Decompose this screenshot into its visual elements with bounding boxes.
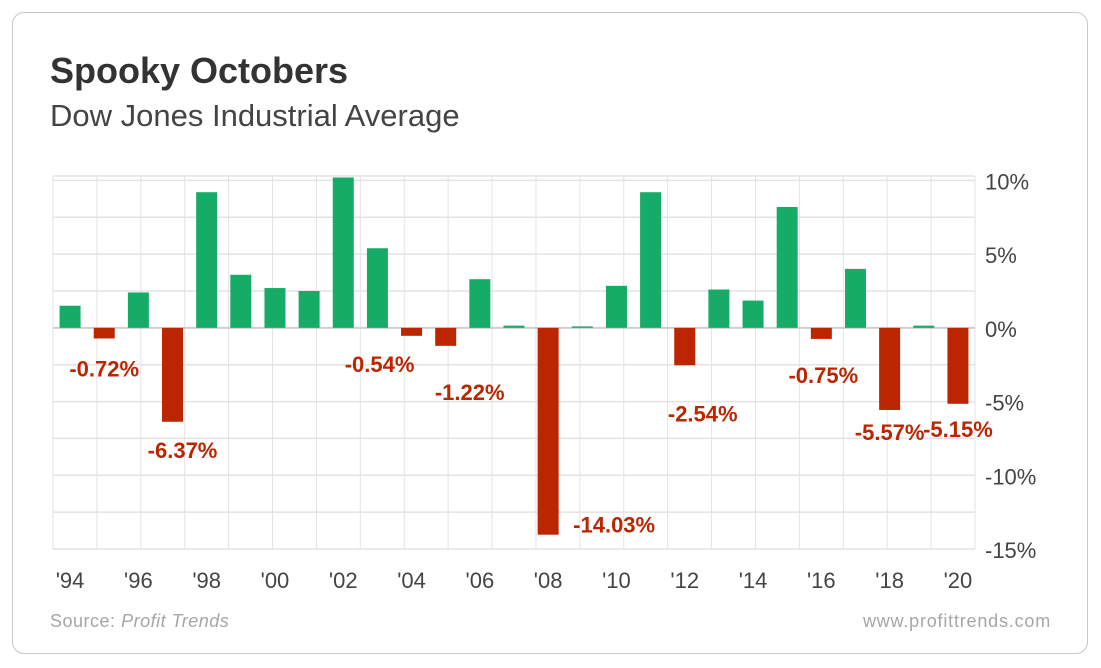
bar-06 <box>469 279 491 328</box>
y-tick-label: 10% <box>985 169 1029 194</box>
y-tick-label: 0% <box>985 317 1017 342</box>
source-label: Source: <box>50 611 116 631</box>
bar-95 <box>93 327 115 339</box>
data-label: -1.22% <box>435 380 505 405</box>
bar-98 <box>196 192 218 328</box>
bar-11 <box>640 192 662 328</box>
bar-01 <box>298 290 320 328</box>
bar-18 <box>879 327 901 410</box>
source-name: Profit Trends <box>121 611 230 631</box>
bar-96 <box>127 292 149 328</box>
x-tick-label: '08 <box>534 568 563 593</box>
bar-15 <box>776 206 798 328</box>
bar-12 <box>674 327 696 366</box>
x-tick-label: '20 <box>944 568 973 593</box>
y-tick-label: -10% <box>985 464 1036 489</box>
bar-04 <box>401 327 423 336</box>
data-label: -5.57% <box>855 420 925 445</box>
bar-00 <box>264 288 286 328</box>
y-tick-label: -15% <box>985 538 1036 563</box>
bar-99 <box>230 274 252 328</box>
data-label: -14.03% <box>573 513 655 538</box>
data-label: -0.54% <box>345 352 415 377</box>
bar-10 <box>605 285 627 328</box>
bar-97 <box>162 327 184 422</box>
x-tick-label: '98 <box>192 568 221 593</box>
bar-09 <box>571 326 593 328</box>
x-tick-label: '18 <box>875 568 904 593</box>
data-label: -0.72% <box>69 356 139 381</box>
data-label: -2.54% <box>668 401 738 426</box>
bar-94 <box>59 305 81 328</box>
chart-subtitle: Dow Jones Industrial Average <box>50 98 460 133</box>
x-tick-label: '02 <box>329 568 358 593</box>
data-label: -5.15% <box>923 417 993 442</box>
website-link[interactable]: www.profittrends.com <box>862 611 1051 631</box>
bar-05 <box>435 327 457 346</box>
bar-08 <box>537 327 559 535</box>
bar-02 <box>332 177 354 328</box>
x-tick-label: '94 <box>56 568 85 593</box>
x-tick-label: '14 <box>739 568 768 593</box>
chart-card <box>12 12 1088 654</box>
bar-07 <box>503 325 525 328</box>
x-tick-label: '00 <box>261 568 290 593</box>
bar-17 <box>844 268 866 328</box>
data-label: -0.75% <box>788 363 858 388</box>
y-tick-label: 5% <box>985 243 1017 268</box>
bar-03 <box>366 248 388 328</box>
source-note: Source: Profit Trends <box>50 611 229 632</box>
bar-19 <box>913 325 935 328</box>
chart-title: Spooky Octobers <box>50 50 349 91</box>
x-tick-label: '12 <box>670 568 699 593</box>
x-tick-label: '04 <box>397 568 426 593</box>
data-label: -6.37% <box>148 438 218 463</box>
bar-20 <box>947 327 969 404</box>
x-tick-label: '16 <box>807 568 836 593</box>
x-tick-label: '10 <box>602 568 631 593</box>
y-tick-label: -5% <box>985 391 1024 416</box>
x-tick-label: '96 <box>124 568 153 593</box>
x-tick-label: '06 <box>466 568 495 593</box>
bar-16 <box>810 327 832 339</box>
bar-13 <box>708 289 730 328</box>
bar-14 <box>742 300 764 328</box>
